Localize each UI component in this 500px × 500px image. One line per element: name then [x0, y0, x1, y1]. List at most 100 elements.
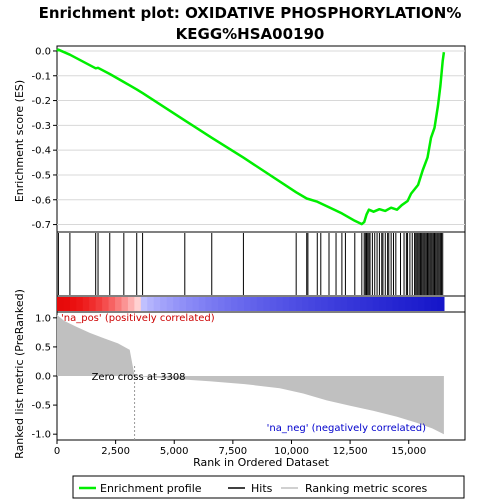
gradient-segment: [153, 297, 161, 311]
es-y-tick-label: -0.7: [31, 220, 51, 231]
gradient-segment: [192, 297, 200, 311]
chart-title-line1: Enrichment plot: OXIDATIVE PHOSPHORYLATI…: [39, 4, 462, 22]
x-tick-label: 5,000: [160, 446, 189, 457]
gradient-segment: [179, 297, 187, 311]
x-axis-title: Rank in Ordered Dataset: [193, 456, 330, 469]
gradient-segment: [166, 297, 174, 311]
gradient-segment: [366, 297, 374, 311]
ranking-gradient: [57, 297, 445, 311]
metric-y-tick-label: -1.0: [31, 430, 51, 441]
es-y-tick-label: -0.3: [31, 121, 51, 132]
gradient-segment: [282, 297, 290, 311]
gradient-segment: [211, 297, 219, 311]
metric-y-ticks: 1.0 0.5 0.0 -0.5 -1.0: [31, 313, 57, 441]
gradient-segment: [321, 297, 329, 311]
gradient-segment: [353, 297, 361, 311]
gradient-segment: [69, 297, 77, 311]
gradient-segment: [57, 297, 65, 311]
es-y-tick-label: -0.2: [31, 96, 51, 107]
gradient-segment: [347, 297, 355, 311]
zero-cross-label: Zero cross at 3308: [92, 372, 186, 383]
gradient-segment: [424, 297, 432, 311]
gradient-segment: [372, 297, 381, 311]
gradient-segment: [308, 297, 316, 311]
gradient-segment: [231, 297, 239, 311]
gradient-segment: [115, 297, 123, 311]
gradient-segment: [263, 297, 271, 311]
gradient-segment: [276, 297, 284, 311]
es-y-tick-label: -0.4: [31, 146, 51, 157]
gradient-segment: [76, 297, 84, 311]
x-tick-label: 7,500: [219, 446, 248, 457]
gradient-segment: [418, 297, 426, 311]
gradient-segment: [102, 297, 110, 311]
gradient-segment: [198, 297, 206, 311]
es-y-axis-title: Enrichment score (ES): [13, 80, 26, 202]
gradient-segment: [95, 297, 103, 311]
metric-y-tick-label: 0.0: [35, 372, 51, 383]
legend-enrichment-label: Enrichment profile: [100, 482, 202, 495]
metric-area-fill: [57, 314, 444, 435]
gradient-segment: [411, 297, 419, 311]
gradient-segment: [173, 297, 181, 311]
gradient-segment: [127, 297, 135, 311]
es-y-tick-label: 0.0: [35, 46, 51, 57]
legend: Enrichment profile Hits Ranking metric s…: [72, 475, 465, 499]
gradient-segment: [160, 297, 168, 311]
x-ticks: 0 2,500 5,000 7,500 10,000 12,500 15,000: [54, 440, 426, 457]
es-y-ticks: 0.0 -0.1 -0.2 -0.3 -0.4 -0.5 -0.6 -0.7: [31, 46, 57, 231]
gradient-segment: [392, 297, 400, 311]
es-y-tick-label: -0.6: [31, 195, 51, 206]
gradient-segment: [334, 297, 342, 311]
x-tick-label: 12,500: [333, 446, 368, 457]
x-tick-label: 10,000: [274, 446, 309, 457]
gradient-segment: [431, 297, 439, 311]
neg-correlated-label: 'na_neg' (negatively correlated): [267, 423, 426, 434]
es-gridlines: [57, 50, 465, 226]
gradient-segment: [437, 297, 445, 311]
gradient-segment: [405, 297, 413, 311]
gradient-segment: [218, 297, 226, 311]
legend-ranking-label: Ranking metric scores: [305, 482, 427, 495]
gradient-segment: [295, 297, 303, 311]
metric-y-axis-title: Ranked list metric (PreRanked): [13, 289, 26, 459]
gradient-segment: [269, 297, 277, 311]
gradient-segment: [134, 297, 142, 311]
gradient-segment: [89, 297, 97, 311]
enrichment-profile-line: [56, 48, 446, 226]
x-tick-label: 15,000: [391, 446, 426, 457]
hit-marks: [57, 233, 444, 295]
gradient-segment: [340, 297, 348, 311]
gradient-segment: [302, 297, 310, 311]
gradient-segment: [244, 297, 252, 311]
pos-correlated-label: 'na_pos' (positively correlated): [61, 313, 215, 324]
es-y-tick-label: -0.5: [31, 170, 51, 181]
x-tick-label: 2,500: [101, 446, 130, 457]
metric-y-tick-label: -0.5: [31, 401, 51, 412]
gradient-segment: [327, 297, 335, 311]
gradient-segment: [147, 297, 155, 311]
metric-area: [57, 314, 444, 435]
gradient-segment: [121, 297, 129, 311]
gradient-segment: [379, 297, 387, 311]
gradient-segment: [140, 297, 148, 311]
gradient-segment: [289, 297, 297, 311]
gradient-segment: [250, 297, 258, 311]
legend-hits-label: Hits: [251, 482, 273, 495]
gradient-segment: [314, 297, 322, 311]
gradient-segment: [398, 297, 406, 311]
x-tick-label: 0: [54, 446, 60, 457]
gradient-segment: [205, 297, 213, 311]
gradient-segment: [385, 297, 393, 311]
gradient-segment: [256, 297, 264, 311]
gradient-segment: [360, 297, 368, 311]
metric-y-tick-label: 0.5: [35, 342, 51, 353]
gradient-segment: [63, 297, 71, 311]
gradient-segment: [82, 297, 90, 311]
es-y-tick-label: -0.1: [31, 71, 51, 82]
gradient-segment: [237, 297, 245, 311]
metric-y-tick-label: 1.0: [35, 313, 51, 324]
gradient-segment: [108, 297, 116, 311]
chart-title-line2: KEGG%HSA00190: [176, 25, 325, 43]
